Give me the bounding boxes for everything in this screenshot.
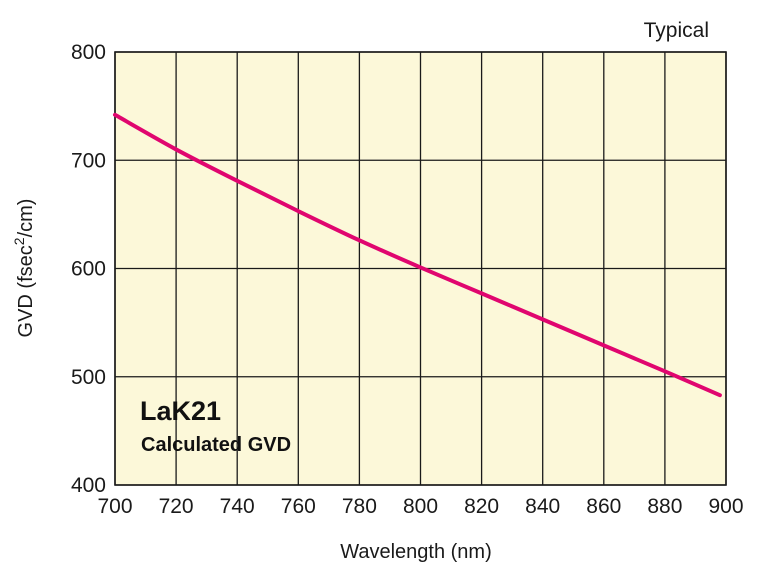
x-tick-labels: 700 720 740 760 780 800 820 840 860 880 900 <box>97 495 743 518</box>
annotation-title: LaK21 <box>140 396 221 426</box>
x-tick-label: 900 <box>708 495 743 518</box>
y-tick-label: 700 <box>71 149 106 172</box>
x-tick-label: 860 <box>586 495 621 518</box>
y-axis-title: GVD (fsec2/cm) <box>11 199 37 338</box>
y-tick-labels: 400 500 600 700 800 <box>71 41 106 497</box>
x-tick-label: 880 <box>647 495 682 518</box>
x-tick-label: 780 <box>342 495 377 518</box>
y-tick-label: 800 <box>71 41 106 64</box>
corner-note: Typical <box>644 19 709 42</box>
y-tick-label: 500 <box>71 366 106 389</box>
annotation-subtitle: Calculated GVD <box>141 434 291 456</box>
x-tick-label: 740 <box>220 495 255 518</box>
x-tick-label: 760 <box>281 495 316 518</box>
plot-frame <box>114 51 727 486</box>
x-tick-label: 840 <box>525 495 560 518</box>
y-tick-label: 400 <box>71 474 106 497</box>
y-axis-title-superscript: 2 <box>11 237 27 245</box>
y-tick-label: 600 <box>71 258 106 281</box>
series-line-gvd <box>113 112 722 398</box>
x-tick-label: 720 <box>159 495 194 518</box>
y-axis-title-suffix: /cm) <box>15 199 37 238</box>
x-tick-label: 820 <box>464 495 499 518</box>
x-axis-title: Wavelength (nm) <box>340 541 492 563</box>
x-tick-label: 800 <box>403 495 438 518</box>
y-axis-title-prefix: GVD (fsec <box>15 245 37 337</box>
x-tick-label: 700 <box>97 495 132 518</box>
